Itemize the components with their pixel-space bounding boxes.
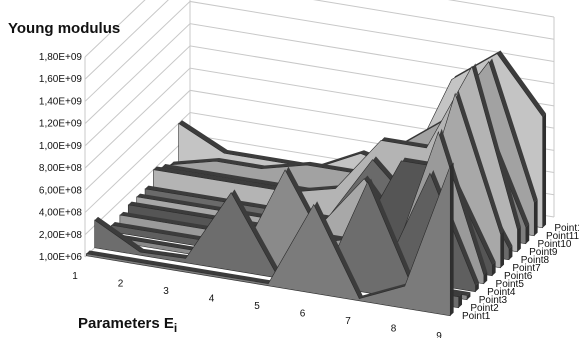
- y-tick-label: 2,00E+08: [39, 230, 83, 241]
- area-end-Point10: [525, 224, 530, 244]
- area-end-Point1: [450, 162, 454, 316]
- chart-title: Young modulus: [8, 20, 121, 37]
- series-label: Point10: [538, 239, 572, 250]
- x-tick-label: 3: [163, 286, 169, 297]
- x-tick-label: 6: [300, 309, 306, 320]
- series-label: Point4: [487, 287, 516, 298]
- x-axis-label: Parameters Ei: [78, 315, 177, 335]
- series-label: Point12: [554, 223, 579, 234]
- series-label: Point11: [546, 231, 579, 242]
- series-label: Point6: [504, 271, 533, 282]
- x-tick-label: 7: [345, 316, 351, 327]
- area-end-Point6: [492, 261, 496, 276]
- gridline: [84, 0, 555, 80]
- x-axis-label-sub: i: [173, 321, 178, 335]
- x-tick-label: 4: [209, 294, 215, 305]
- area-end-Point3: [467, 292, 471, 300]
- y-tick-label: 4,00E+08: [39, 208, 83, 219]
- y-tick-label: 1,20E+09: [39, 119, 83, 130]
- gridline: [84, 0, 555, 58]
- x-tick-label: 8: [391, 324, 397, 335]
- area-top-Point12: [178, 50, 547, 173]
- series-label: Point9: [529, 247, 558, 258]
- y-tick-label: 1,80E+09: [39, 52, 83, 63]
- area-end-Point5: [483, 271, 488, 284]
- area-Point1: [85, 165, 451, 317]
- x-axis-label-main: Parameters E: [78, 315, 174, 332]
- y-tick-label: 8,00E+08: [39, 163, 83, 174]
- area-end-Point2: [458, 293, 463, 308]
- series-label: Point5: [496, 279, 525, 290]
- y-tick-label: 1,40E+09: [39, 96, 83, 107]
- area-end-Point7: [500, 231, 505, 268]
- x-tick-label: 9: [436, 331, 442, 338]
- series-label: Point8: [521, 255, 550, 266]
- y-tick-label: 6,00E+08: [39, 185, 83, 196]
- series-label: Point1: [462, 311, 491, 322]
- area-end-Point4: [475, 282, 479, 292]
- area-end-Point11: [534, 199, 538, 236]
- series-label: Point2: [470, 303, 499, 314]
- x-tick-label: 1: [72, 271, 78, 282]
- y-tick-label: 1,60E+09: [39, 74, 83, 85]
- y-tick-label: 1,00E+06: [39, 252, 83, 263]
- series-label: Point3: [479, 295, 508, 306]
- area-end-Point8: [509, 245, 513, 260]
- area-end-Point12: [542, 113, 547, 228]
- series-label: Point7: [512, 263, 541, 274]
- y-tick-label: 1,00E+09: [39, 141, 83, 152]
- area-top-Point11: [170, 58, 538, 203]
- x-tick-label: 5: [254, 301, 260, 312]
- x-tick-label: 2: [118, 279, 124, 290]
- area-end-Point9: [517, 226, 521, 252]
